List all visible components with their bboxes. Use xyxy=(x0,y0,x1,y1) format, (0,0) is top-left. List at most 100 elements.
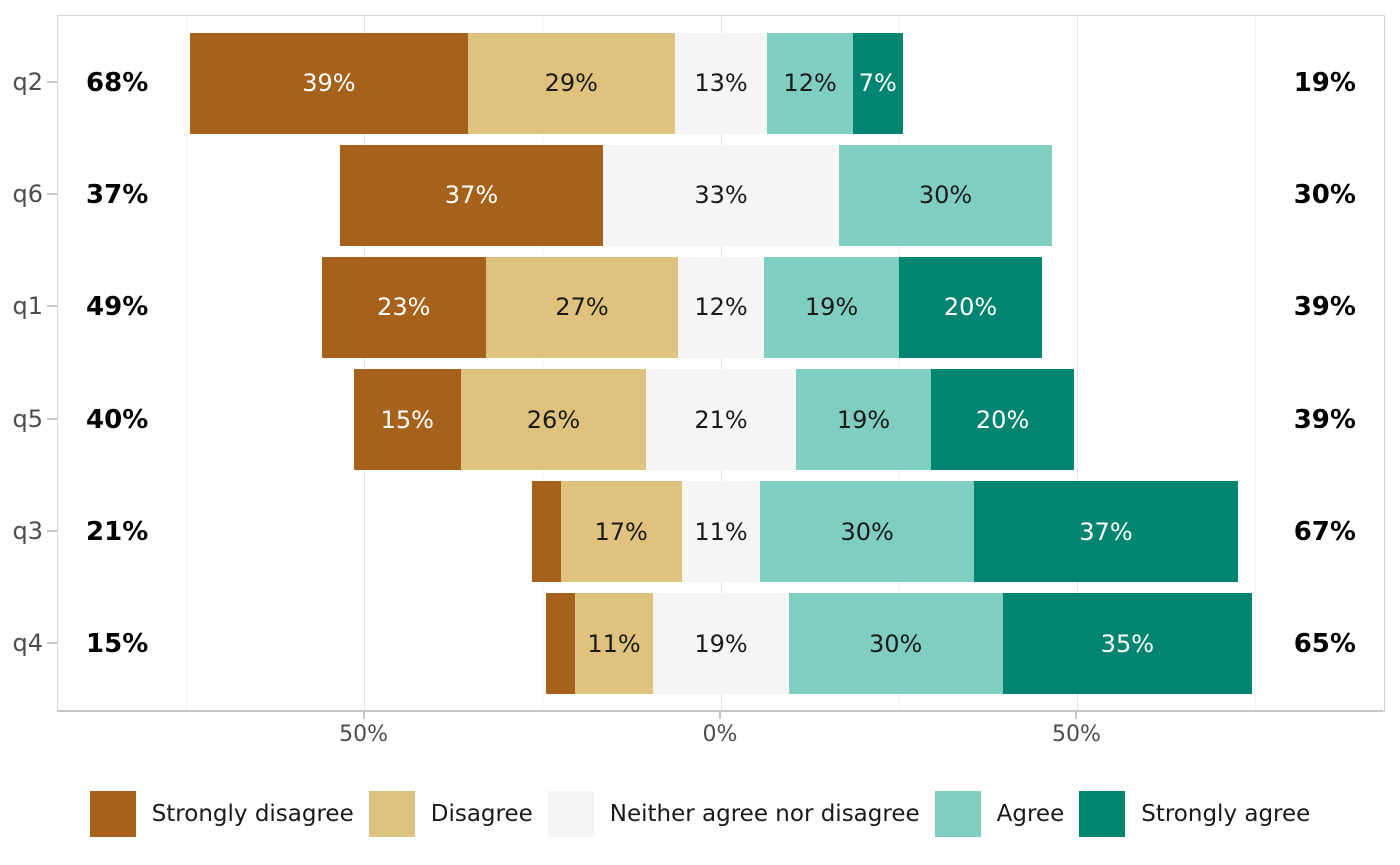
bar-segment-q3-agree: 30% xyxy=(760,481,975,583)
segment-value-label: 37% xyxy=(1079,517,1133,546)
legend-item-strongly-disagree: Strongly disagree xyxy=(89,791,354,837)
y-axis-tick xyxy=(47,305,57,308)
bar-segment-q6-agree: 30% xyxy=(838,144,1053,246)
bar-segment-q5-neither: 21% xyxy=(646,369,796,470)
gridline-minor xyxy=(898,16,900,711)
left-total-q1: 49% xyxy=(86,292,149,323)
segment-value-label: 39% xyxy=(302,69,356,98)
bar-segment-q3-disagree: 17% xyxy=(560,481,682,583)
segment-value-label: 7% xyxy=(858,69,897,98)
bar-segment-q1-strongly-agree: 20% xyxy=(899,257,1042,358)
y-axis-label-q6: q6 xyxy=(12,180,43,209)
bar-segment-q3-strongly-disagree xyxy=(532,481,561,583)
bar-segment-q4-strongly-agree: 35% xyxy=(1002,593,1253,695)
legend-swatch-strongly-disagree xyxy=(89,791,136,837)
left-total-q6: 37% xyxy=(86,180,149,211)
right-total-q2: 19% xyxy=(1293,68,1356,99)
x-axis-tick-label: 0% xyxy=(702,722,738,747)
segment-value-label: 29% xyxy=(544,69,598,98)
bar-segment-q1-neither: 12% xyxy=(678,257,764,358)
x-axis-tick xyxy=(719,712,721,719)
bar-segment-q5-strongly-disagree: 15% xyxy=(353,369,461,470)
segment-value-label: 30% xyxy=(918,181,973,210)
y-axis-tick xyxy=(47,641,57,644)
legend-label: Strongly agree xyxy=(1141,800,1311,827)
segment-value-label: 30% xyxy=(840,517,894,546)
right-total-q4: 65% xyxy=(1293,628,1356,659)
bar-segment-q1-disagree: 27% xyxy=(485,257,679,358)
legend-swatch-agree xyxy=(934,791,981,837)
x-axis-tick xyxy=(362,712,365,719)
right-total-q1: 39% xyxy=(1293,292,1356,323)
segment-value-label: 17% xyxy=(594,517,648,546)
legend-swatch-disagree xyxy=(368,791,415,837)
segment-value-label: 20% xyxy=(975,405,1030,434)
bar-segment-q6-strongly-disagree: 37% xyxy=(339,144,604,246)
segment-value-label: 33% xyxy=(694,181,748,210)
legend-item-strongly-agree: Strongly agree xyxy=(1079,791,1310,837)
bar-segment-q1-strongly-disagree: 23% xyxy=(321,257,486,358)
bar-segment-q4-strongly-disagree xyxy=(546,593,575,695)
x-axis-tick-label: 50% xyxy=(1051,722,1101,747)
legend-item-agree: Agree xyxy=(934,791,1065,837)
x-axis-tick xyxy=(1075,712,1078,719)
left-total-q4: 15% xyxy=(86,628,149,659)
bar-segment-q5-strongly-agree: 20% xyxy=(931,369,1074,470)
bar-segment-q2-agree: 12% xyxy=(767,32,853,134)
segment-value-label: 15% xyxy=(380,405,434,434)
gridline-major xyxy=(364,16,366,711)
legend-label: Neither agree nor disagree xyxy=(609,800,920,827)
right-total-q6: 30% xyxy=(1293,180,1356,211)
left-total-q2: 68% xyxy=(86,68,149,99)
segment-value-label: 13% xyxy=(694,69,748,98)
left-total-q3: 21% xyxy=(86,516,149,547)
legend-item-disagree: Disagree xyxy=(368,791,533,837)
bar-segment-q6-neither: 33% xyxy=(603,144,839,246)
chart-legend: Strongly disagree Disagree Neither agree n… xyxy=(0,786,1400,842)
bar-segment-q2-strongly-agree: 7% xyxy=(852,32,903,134)
bar-segment-q2-strongly-disagree: 39% xyxy=(189,32,468,134)
gridline-major xyxy=(720,16,722,711)
segment-value-label: 30% xyxy=(868,629,923,658)
segment-value-label: 19% xyxy=(836,405,891,434)
bar-segment-q5-agree: 19% xyxy=(795,369,932,470)
plot-panel: 39% 29% 13% 12% 7% 68% 19% 37% 33% 30% 37% 30% 23% 27… xyxy=(57,15,1385,712)
legend-swatch-strongly-agree xyxy=(1079,791,1126,837)
bar-segment-q4-disagree: 11% xyxy=(574,593,654,695)
segment-value-label: 21% xyxy=(694,405,748,434)
y-axis-label-q5: q5 xyxy=(12,404,43,433)
left-total-q5: 40% xyxy=(86,404,149,435)
x-axis-line xyxy=(57,710,1383,712)
segment-value-label: 19% xyxy=(804,293,859,322)
bar-segment-q5-disagree: 26% xyxy=(460,369,647,470)
bar-segment-q3-strongly-agree: 37% xyxy=(974,481,1238,583)
legend-label: Strongly disagree xyxy=(151,800,354,827)
y-axis-tick xyxy=(47,529,57,532)
x-axis-tick-label: 50% xyxy=(339,722,388,747)
gridline-minor xyxy=(542,16,544,711)
segment-value-label: 23% xyxy=(377,293,431,322)
y-axis-label-q2: q2 xyxy=(12,68,43,97)
gridline-major xyxy=(1076,16,1078,711)
segment-value-label: 12% xyxy=(783,69,837,98)
legend-swatch-neither xyxy=(547,791,594,837)
bar-segment-q4-neither: 19% xyxy=(653,593,789,695)
gridline-minor xyxy=(1255,16,1257,711)
segment-value-label: 20% xyxy=(943,293,998,322)
legend-label: Disagree xyxy=(430,800,533,827)
y-axis-tick xyxy=(47,417,57,420)
segment-value-label: 11% xyxy=(587,629,641,658)
right-total-q5: 39% xyxy=(1293,404,1356,435)
y-axis-label-q4: q4 xyxy=(12,628,43,657)
segment-value-label: 11% xyxy=(694,517,748,546)
right-total-q3: 67% xyxy=(1293,516,1356,547)
legend-label: Agree xyxy=(996,800,1065,827)
y-axis-label-q3: q3 xyxy=(12,516,43,545)
legend-item-neither: Neither agree nor disagree xyxy=(547,791,920,837)
segment-value-label: 35% xyxy=(1100,629,1155,658)
y-axis-label-q1: q1 xyxy=(12,292,43,321)
y-axis-tick xyxy=(47,81,57,84)
segment-value-label: 19% xyxy=(694,629,748,658)
segment-value-label: 27% xyxy=(555,293,609,322)
